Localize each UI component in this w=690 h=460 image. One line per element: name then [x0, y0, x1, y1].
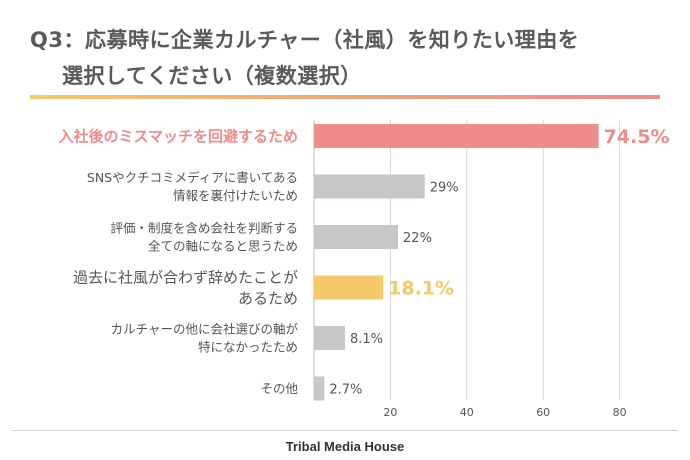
value-label: 8.1% — [350, 332, 383, 347]
category-label-line: 情報を裏付けたいため — [173, 188, 298, 203]
value-label: 22% — [403, 231, 432, 246]
category-label: 入社後のミスマッチを回避するため — [58, 127, 298, 145]
category-label-line: 過去に社風が合わず辞めたことが — [73, 268, 298, 286]
x-tick-label: 20 — [383, 406, 397, 419]
x-tick-label: 60 — [536, 406, 550, 419]
category-label-line: 評価・制度を含め会社を判断する — [110, 221, 298, 236]
category-label-line: その他 — [260, 381, 298, 396]
category-label-line: 特になかったため — [198, 340, 298, 355]
bar — [314, 275, 384, 300]
bar — [314, 124, 599, 148]
category-label-line: あるため — [238, 289, 298, 307]
bar — [314, 326, 345, 350]
category-label-line: カルチャーの他に会社選びの軸が — [111, 322, 299, 337]
bar — [314, 376, 325, 401]
value-label: 18.1% — [388, 278, 454, 300]
footer-divider — [12, 430, 678, 431]
chart-title-line-1: Q3：応募時に企業カルチャー（社風）を知りたい理由を — [30, 28, 580, 52]
bar — [314, 225, 399, 249]
value-label: 2.7% — [329, 383, 362, 398]
x-tick-label: 80 — [613, 406, 627, 419]
bar — [314, 174, 425, 199]
category-label-line: SNSやクチコミメディアに書いてある — [87, 170, 298, 185]
category-label: カルチャーの他に会社選びの軸が特になかったため — [111, 322, 299, 355]
value-label: 74.5% — [604, 126, 670, 148]
category-label-line: 全ての軸になると思うため — [148, 239, 298, 254]
category-label: 過去に社風が合わず辞めたことがあるため — [73, 268, 298, 307]
value-label: 29% — [430, 181, 459, 196]
bar-chart: 20 40 60 80 74.5% 入社後のミスマッチを回避するため 29% SNSやクチコミ… — [58, 120, 670, 419]
title-accent-bar — [30, 95, 660, 99]
brand-footer: Tribal Media House — [285, 439, 405, 454]
category-label: 評価・制度を含め会社を判断する全ての軸になると思うため — [110, 221, 298, 254]
category-label: SNSやクチコミメディアに書いてある情報を裏付けたいため — [87, 170, 298, 203]
category-label: その他 — [260, 381, 298, 396]
category-label-line: 入社後のミスマッチを回避するため — [58, 127, 298, 145]
chart-title-line-2: 選択してください（複数選択） — [62, 64, 362, 88]
x-tick-label: 40 — [460, 406, 474, 419]
